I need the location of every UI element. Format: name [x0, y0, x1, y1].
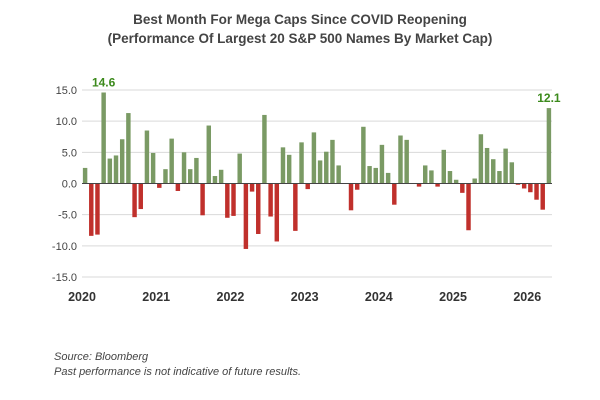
bar — [354, 183, 360, 190]
source-note: Source: Bloomberg — [54, 351, 149, 363]
bar — [89, 183, 94, 236]
y-tick-label: -5.0 — [58, 210, 77, 222]
bar — [200, 183, 205, 216]
data-label: 12.1 — [537, 91, 561, 105]
bar — [317, 160, 323, 184]
footnote-block: Source: Bloomberg Past performance is no… — [54, 350, 301, 380]
bar — [435, 183, 440, 187]
bar — [447, 171, 453, 184]
bar — [144, 130, 150, 184]
x-tick-label: 2023 — [291, 290, 319, 304]
bar — [132, 183, 137, 218]
bar — [497, 171, 502, 184]
bar — [280, 147, 286, 184]
bar — [187, 169, 193, 184]
bar — [212, 176, 218, 184]
bar — [181, 152, 187, 184]
bar — [82, 167, 88, 184]
chart-title-block: Best Month For Mega Caps Since COVID Reo… — [0, 10, 600, 48]
data-label: 14.6 — [92, 75, 116, 89]
x-tick-label: 2021 — [142, 290, 170, 304]
y-tick-label: 15.0 — [56, 85, 77, 97]
x-tick-label: 2025 — [439, 290, 467, 304]
bar — [138, 183, 143, 210]
y-tick-label: 5.0 — [62, 147, 77, 159]
bar — [95, 183, 100, 235]
bar — [385, 172, 391, 184]
y-tick-label: -15.0 — [52, 272, 77, 284]
bar — [293, 183, 298, 231]
bar — [509, 162, 515, 184]
bar — [101, 92, 106, 184]
y-tick-label: -10.0 — [52, 241, 77, 253]
bar — [169, 138, 174, 184]
x-tick-label: 2020 — [68, 290, 96, 304]
bar — [392, 183, 397, 205]
bar — [218, 169, 224, 184]
bar — [268, 183, 273, 217]
bar — [274, 183, 280, 242]
bar-chart: 15.0 10.0 5.0 0.0 -5.0 -10.0 -15.0 2020 2021 2022… — [52, 75, 561, 304]
bar — [163, 169, 168, 184]
bar — [429, 170, 434, 184]
bar — [540, 183, 545, 210]
bar — [157, 183, 162, 188]
bar — [491, 159, 496, 184]
bar — [243, 183, 249, 249]
bar — [119, 139, 125, 184]
bar — [398, 135, 403, 184]
bar — [361, 126, 366, 184]
bar — [472, 178, 477, 184]
bar — [404, 139, 409, 184]
bar — [466, 183, 471, 231]
bar — [460, 183, 465, 193]
x-tick-label: 2024 — [365, 290, 393, 304]
bar — [237, 153, 242, 184]
bar — [262, 114, 267, 184]
bar — [194, 157, 199, 184]
disclaimer-note: Past performance is not indicative of fu… — [54, 366, 302, 378]
bar — [231, 183, 236, 216]
bar — [453, 179, 459, 184]
y-tick-label: 10.0 — [56, 116, 77, 128]
bar — [175, 183, 181, 191]
bar — [528, 183, 533, 193]
bar — [299, 142, 304, 184]
bar — [324, 151, 329, 184]
bar — [249, 183, 255, 192]
bar — [484, 147, 490, 184]
bar — [256, 183, 261, 234]
bar — [521, 183, 527, 189]
bar — [107, 158, 113, 184]
bar — [126, 113, 131, 184]
chart-subtitle: (Performance Of Largest 20 S&P 500 Names… — [107, 31, 493, 46]
bar — [225, 183, 230, 218]
x-tick-label: 2022 — [217, 290, 245, 304]
bar — [286, 154, 292, 184]
bar — [546, 108, 552, 184]
bar — [206, 125, 212, 184]
bar — [373, 167, 378, 184]
bar — [478, 134, 484, 184]
bar — [379, 144, 385, 184]
bar — [150, 152, 156, 184]
bar — [515, 183, 521, 185]
bar — [416, 183, 422, 187]
y-tick-label: 0.0 — [62, 179, 77, 191]
bar — [367, 166, 372, 184]
bar — [534, 183, 539, 200]
x-tick-label: 2026 — [513, 290, 541, 304]
bar — [441, 149, 447, 184]
bar — [503, 148, 508, 184]
chart-title: Best Month For Mega Caps Since COVID Reo… — [133, 12, 467, 27]
bar — [330, 139, 335, 184]
bar — [113, 155, 119, 184]
bar — [336, 165, 341, 184]
bar — [348, 183, 354, 211]
bar — [422, 165, 428, 184]
bar — [305, 183, 310, 190]
bar — [311, 132, 317, 184]
